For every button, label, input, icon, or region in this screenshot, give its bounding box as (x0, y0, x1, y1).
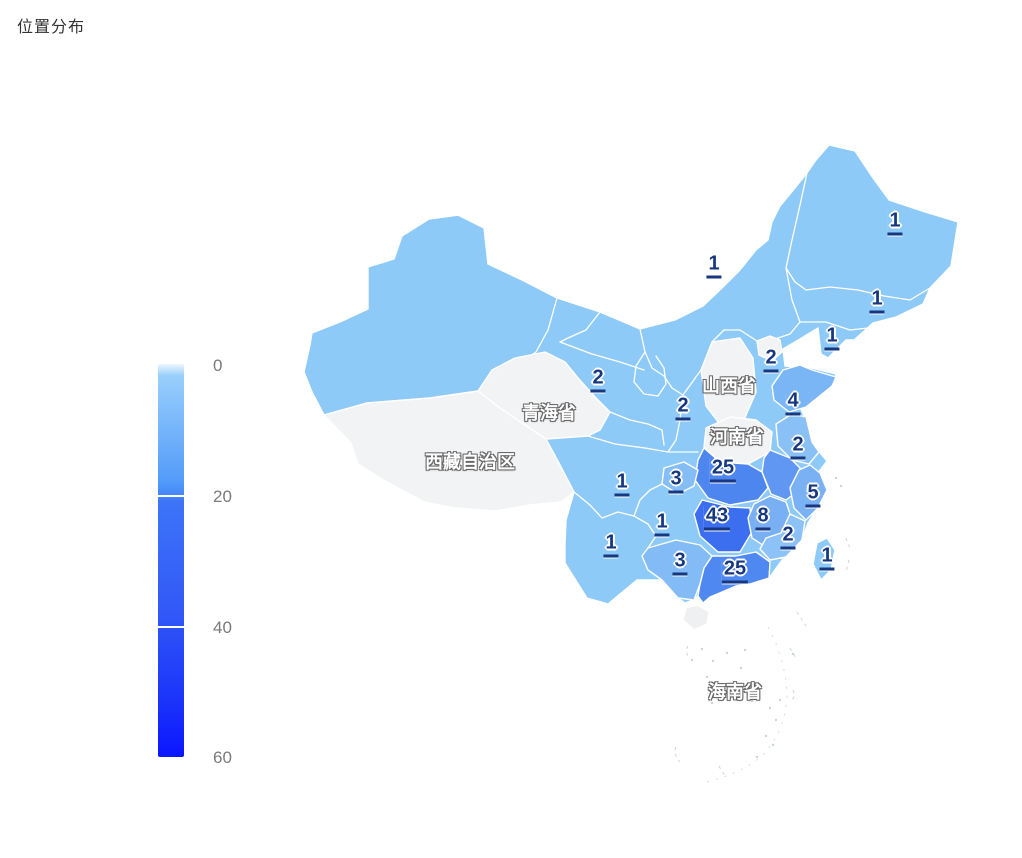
map-value-label[interactable]: 3 (668, 469, 684, 494)
map-value-label[interactable]: 2 (780, 525, 796, 550)
map-value-label[interactable]: 2 (790, 435, 806, 460)
map-value-label[interactable]: 5 (805, 483, 821, 508)
legend-tick-0: 0 (213, 356, 223, 375)
province-tibet[interactable] (323, 390, 575, 512)
province-qinghai[interactable] (477, 351, 611, 440)
map-value-label[interactable]: 1 (614, 472, 630, 497)
province-shandong[interactable] (771, 364, 837, 413)
page-title: 位置分布 (17, 19, 86, 36)
map-value-label[interactable]: 3 (672, 551, 688, 576)
province-beijing[interactable] (756, 335, 783, 362)
province-hainan[interactable] (682, 604, 710, 631)
map-value-label[interactable]: 1 (603, 533, 619, 558)
legend-gradient-bar[interactable] (158, 364, 184, 757)
province-hunan[interactable] (693, 499, 753, 553)
province-region-base[interactable] (303, 144, 959, 613)
legend-tick-60: 60 (213, 748, 232, 767)
map-value-label[interactable]: 25 (709, 458, 737, 483)
legend-tick-40: 40 (213, 618, 232, 637)
legend-divider (158, 626, 184, 628)
map-value-label[interactable]: 2 (590, 368, 606, 393)
map-value-label[interactable]: 4 (785, 391, 801, 416)
map-value-label[interactable]: 8 (755, 506, 771, 531)
map-value-label[interactable]: 1 (654, 512, 670, 537)
map-value-label[interactable]: 2 (763, 348, 779, 373)
map-value-label[interactable]: 1 (824, 326, 840, 351)
map-value-label[interactable]: 25 (721, 559, 749, 584)
province-chongqing[interactable] (661, 461, 699, 495)
sea-decorations (674, 476, 851, 783)
map-value-label[interactable]: 1 (819, 546, 835, 571)
legend-divider (158, 495, 184, 497)
province-guangxi[interactable] (641, 539, 713, 601)
map-value-label[interactable]: 1 (869, 289, 885, 314)
map-value-label[interactable]: 1 (887, 211, 903, 236)
legend-tick-20: 20 (213, 487, 232, 506)
map-value-label[interactable]: 1 (706, 254, 722, 279)
map-value-label[interactable]: 43 (703, 506, 731, 531)
map-value-label[interactable]: 2 (675, 396, 691, 421)
